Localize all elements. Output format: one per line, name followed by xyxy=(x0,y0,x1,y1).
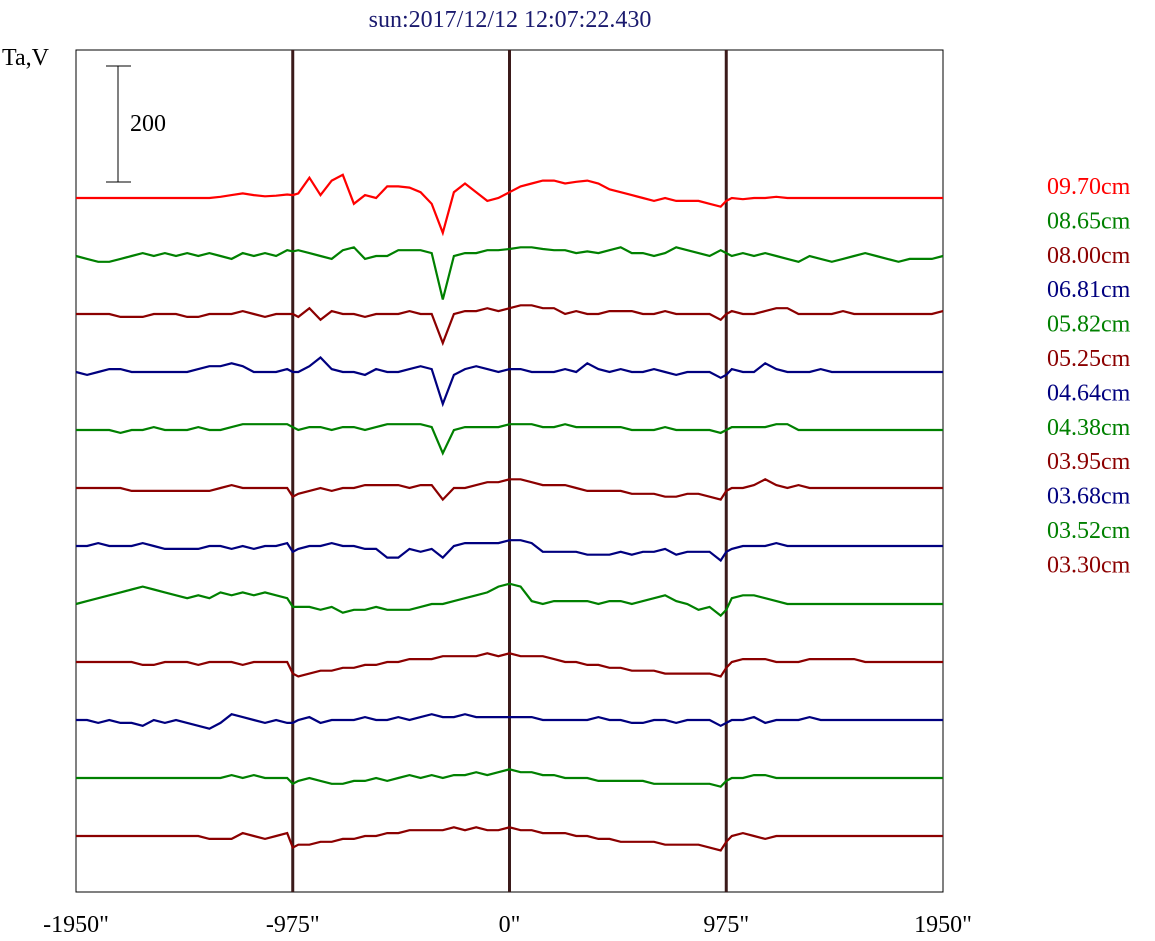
series-line-06.81cm xyxy=(75,356,943,408)
legend-entry-03.52cm: 03.52cm xyxy=(1047,518,1131,544)
legend-entry-04.38cm: 04.38cm xyxy=(1047,415,1131,441)
y-axis-label: Ta,V xyxy=(2,45,50,71)
x-tick-label-4: 1950" xyxy=(914,912,972,938)
legend-entry-08.00cm: 08.00cm xyxy=(1047,243,1131,269)
legend-entry-05.25cm: 05.25cm xyxy=(1047,346,1131,372)
scale-bar: 200 xyxy=(106,65,166,183)
x-tick-label-3: 975" xyxy=(703,912,749,938)
series-line-04.38cm xyxy=(75,582,943,618)
series-line-03.30cm xyxy=(76,826,943,852)
series-line-09.70cm xyxy=(76,173,943,237)
series-line-05.82cm xyxy=(76,423,943,456)
legend-entry-03.68cm: 03.68cm xyxy=(1047,484,1131,510)
x-tick-label-1: -975" xyxy=(266,912,320,938)
series-line-08.65cm xyxy=(75,246,944,300)
series-line-03.52cm xyxy=(76,768,943,788)
series-line-05.25cm xyxy=(76,478,943,502)
series-line-08.00cm xyxy=(76,304,944,347)
series-line-03.68cm xyxy=(76,712,943,730)
legend-entry-09.70cm: 09.70cm xyxy=(1047,174,1131,200)
legend-entry-08.65cm: 08.65cm xyxy=(1047,208,1131,234)
series-line-03.95cm xyxy=(76,652,943,678)
legend-entry-03.95cm: 03.95cm xyxy=(1047,449,1131,475)
x-tick-label-2: 0" xyxy=(499,912,521,938)
legend-entry-04.64cm: 04.64cm xyxy=(1047,380,1131,406)
legend-entry-06.81cm: 06.81cm xyxy=(1047,277,1131,303)
legend-entry-05.82cm: 05.82cm xyxy=(1047,312,1131,338)
x-tick-label-0: -1950" xyxy=(43,912,109,938)
scale-bar-label: 200 xyxy=(130,111,166,137)
series-line-04.64cm xyxy=(76,539,943,563)
legend-entry-03.30cm: 03.30cm xyxy=(1047,552,1131,578)
chart-title: sun:2017/12/12 12:07:22.430 xyxy=(369,7,652,33)
